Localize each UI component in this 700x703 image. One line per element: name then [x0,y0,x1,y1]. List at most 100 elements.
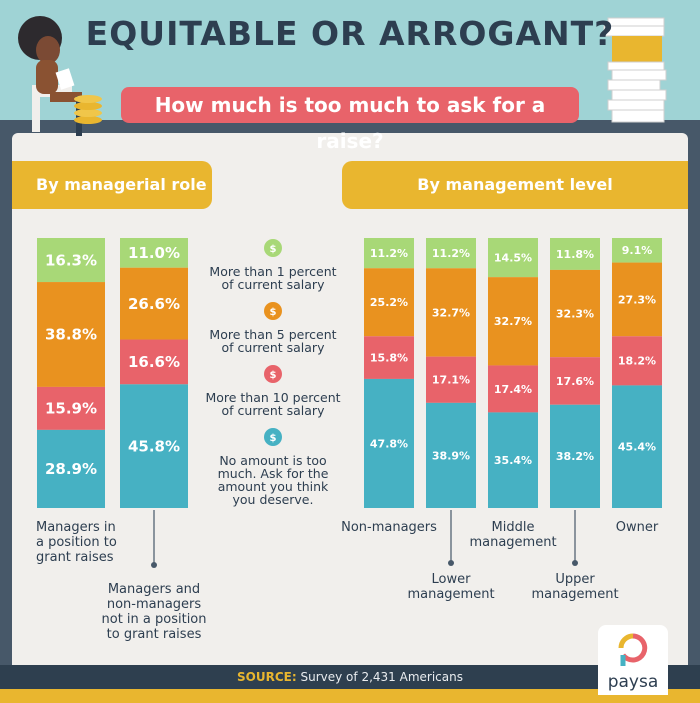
bar-segment [426,356,476,403]
tick-label: grant raises [36,550,114,565]
tick-label: to grant raises [107,627,202,642]
tick-label: Upper [555,572,595,587]
footer-accent-bar [0,689,700,703]
data-label: 27.3% [618,293,656,306]
data-label: 11.8% [556,248,594,261]
data-label: 16.6% [128,353,180,371]
paper-stack-icon [603,17,667,123]
data-label: 17.1% [432,374,470,387]
tick-label: Non-managers [341,520,437,535]
source-note: SOURCE: Survey of 2,431 Americans [0,670,700,684]
legend-swatch-icon [264,365,282,383]
source-prefix: SOURCE: [237,670,297,684]
bar-segment [120,267,188,340]
data-label: 32.7% [432,306,470,319]
bar-segment [550,404,600,508]
data-label: 32.7% [494,315,532,328]
data-label: 28.9% [45,460,97,478]
bar-segment [120,238,188,268]
data-label: 45.4% [618,441,656,454]
tick-label: management [407,587,494,602]
data-label: 35.4% [494,454,532,467]
legend-label: More than 1 percent [209,264,336,279]
data-label: 38.2% [556,450,594,463]
page-title: EQUITABLE OR ARROGANT? [85,14,615,53]
legend-label: No amount is too [219,453,326,468]
tick-label: Middle [492,520,535,535]
tab-management-level: By management level [342,161,688,209]
bar-segment [37,429,105,508]
legend-label: you deserve. [233,492,314,507]
bar-segment [426,402,476,508]
callout-dot [151,562,157,568]
legend-glyph: $ [270,370,277,381]
tick-label: Owner [616,520,659,535]
legend-label: of current salary [222,403,326,418]
legend-label: More than 5 percent [209,327,336,342]
data-label: 17.4% [494,383,532,396]
tick-label: a position to [36,535,117,550]
bar-segment [37,386,105,430]
legend-label: much. Ask for the [218,466,329,481]
bar-segment [488,412,538,508]
tick-label: non-managers [107,597,202,612]
bar-segment [37,282,105,387]
data-label: 15.9% [45,400,97,418]
legend-swatch-icon [264,239,282,257]
source-text: Survey of 2,431 Americans [300,670,463,684]
bar-segment [612,336,662,386]
data-label: 16.3% [45,251,97,269]
data-label: 9.1% [622,244,653,257]
bar-segment [550,238,600,270]
data-label: 14.5% [494,251,532,264]
bar-segment [120,339,188,385]
tick-label: management [531,587,618,602]
bar-segment [488,365,538,413]
data-label: 17.6% [556,375,594,388]
tick-label: Managers and [108,582,200,597]
data-label: 38.8% [45,326,97,344]
bar-segment [612,385,662,508]
data-label: 18.2% [618,355,656,368]
legend-glyph: $ [270,433,277,444]
bar-segment [37,238,105,283]
data-label: 32.3% [556,307,594,320]
callout-dot [448,560,454,566]
data-label: 45.8% [128,437,180,455]
bar-segment [364,378,414,508]
page-subtitle: How much is too much to ask for a raise? [121,87,579,153]
legend-glyph: $ [270,307,277,318]
legend-glyph: $ [270,244,277,255]
callout-dot [572,560,578,566]
legend-label: More than 10 percent [205,390,340,405]
bar-segment [488,238,538,278]
data-label: 11.2% [432,247,470,260]
data-label: 11.0% [128,244,180,262]
tick-label: Managers in [36,520,116,535]
bar-segment [488,277,538,366]
tick-label: management [469,535,556,550]
data-label: 11.2% [370,247,408,260]
tick-label: Lower [432,572,472,587]
bar-segment [612,238,662,263]
legend-swatch-icon [264,428,282,446]
person-illustration-icon [18,16,102,136]
bar-segment [550,269,600,358]
data-label: 38.9% [432,449,470,462]
bar-segment [364,238,414,269]
bar-segment [550,357,600,405]
brand-logo: paysa [598,625,668,695]
footer-bar [0,665,700,689]
data-label: 25.2% [370,296,408,309]
tab-managerial-role: By managerial role [12,161,212,209]
legend-swatch-icon [264,302,282,320]
legend-label: of current salary [222,277,326,292]
bar-segment [364,268,414,337]
legend-label: of current salary [222,340,326,355]
legend-label: amount you think [218,479,329,494]
data-label: 26.6% [128,295,180,313]
bar-segment [364,336,414,379]
data-label: 47.8% [370,437,408,450]
